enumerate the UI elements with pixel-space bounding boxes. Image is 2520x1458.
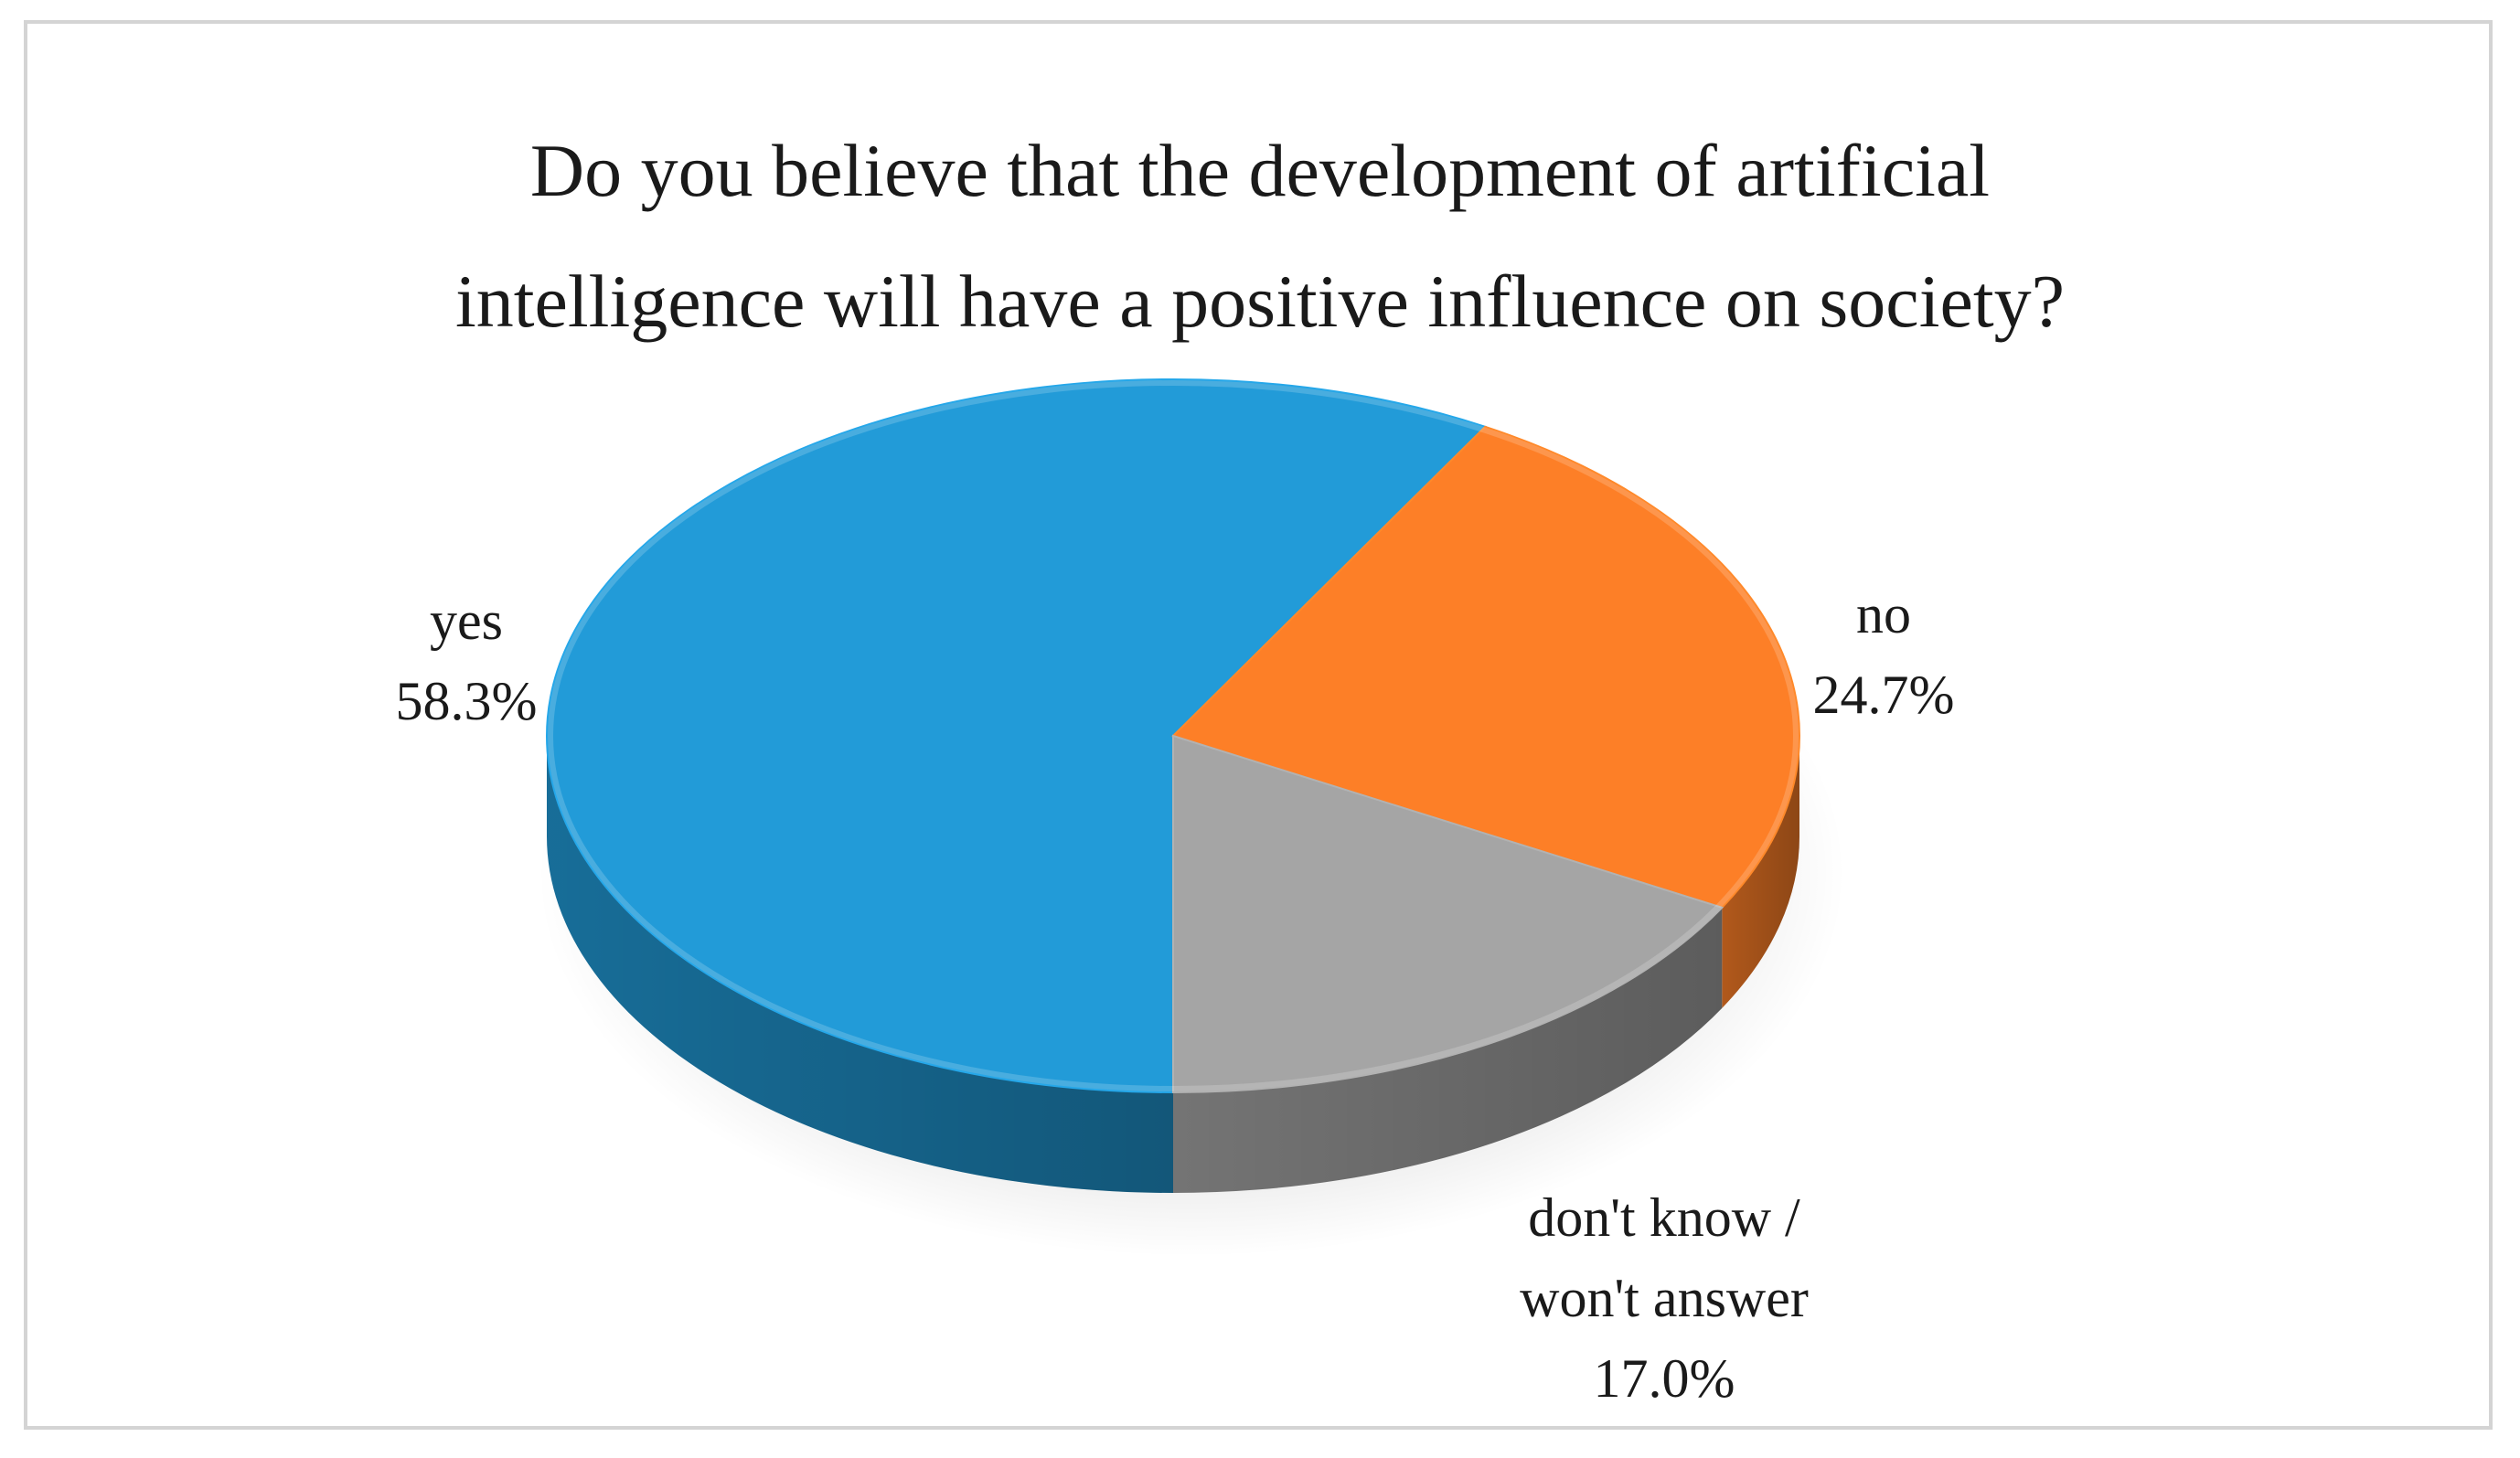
pie-wall-shade-no [1722, 736, 1799, 1008]
slice-label-no-name: no [1856, 584, 1911, 644]
pie-slice-no [1171, 425, 1800, 910]
slice-label-yes-value: 58.3% [395, 671, 538, 731]
slice-label-yes: yes 58.3% [366, 580, 567, 741]
chart-title: Do you believe that the development of a… [0, 105, 2520, 367]
pie-rim-highlight [548, 380, 1799, 1091]
slice-label-no: no 24.7% [1774, 574, 1993, 735]
slice-label-dont-know-name-2: won't answer [1520, 1268, 1809, 1328]
pie-slice-yes [546, 378, 1488, 1094]
slice-label-dont-know-name-1: don't know / [1528, 1187, 1800, 1248]
pie-wall-shade-dont-know [1173, 907, 1723, 1193]
pie-wall-shade-yes [547, 736, 1173, 1193]
slice-label-dont-know: don't know / won't answer 17.0% [1426, 1177, 1902, 1419]
pie-slice-dont-know [1172, 734, 1724, 1094]
slice-label-no-value: 24.7% [1812, 665, 1955, 725]
slice-label-dont-know-value: 17.0% [1593, 1348, 1735, 1409]
chart-title-line-2: intelligence will have a positive influe… [454, 260, 2066, 343]
chart-title-line-1: Do you believe that the development of a… [529, 129, 1991, 212]
slice-label-yes-name: yes [430, 591, 503, 651]
